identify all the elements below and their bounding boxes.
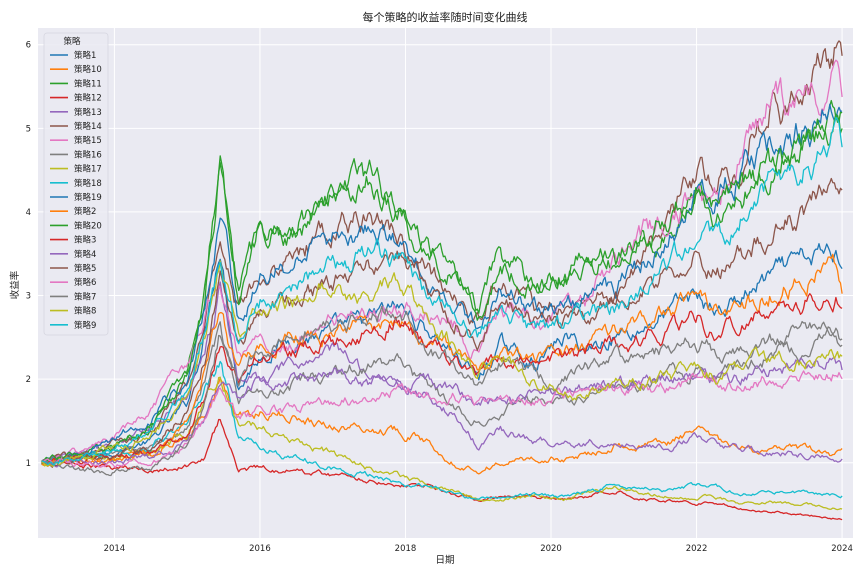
series-line-14	[41, 293, 843, 465]
legend-label: 策略7	[74, 291, 96, 302]
series-line-11	[41, 103, 843, 465]
y-tick-label: 3	[26, 292, 31, 302]
series-line-4	[41, 418, 843, 521]
legend-label: 策略2	[74, 206, 96, 217]
legend-label: 策略8	[74, 306, 96, 317]
x-tick-label: 2022	[686, 544, 708, 554]
x-tick-label: 2016	[249, 544, 271, 554]
series-line-9	[41, 376, 843, 511]
legend-label: 策略15	[74, 135, 102, 146]
series-line-18	[41, 305, 843, 477]
chart-title: 每个策略的收益率随时间变化曲线	[363, 10, 528, 24]
legend-label: 策略9	[74, 320, 96, 331]
series-line-3	[41, 99, 843, 463]
legend-label: 策略6	[74, 277, 96, 288]
series-line-1	[41, 243, 843, 463]
y-tick-label: 1	[26, 459, 31, 469]
x-axis-label: 日期	[435, 555, 454, 566]
legend-label: 策略5	[74, 263, 96, 274]
legend-label: 策略12	[74, 93, 102, 104]
legend-box	[43, 32, 109, 336]
y-axis-label: 收益率	[9, 270, 21, 299]
series-line-6	[41, 40, 843, 462]
x-tick-label: 2018	[395, 544, 417, 554]
legend-label: 策略14	[74, 121, 102, 132]
legend-label: 策略1	[74, 50, 96, 61]
legend-title: 策略	[63, 36, 81, 47]
series-line-20	[41, 116, 843, 466]
series-line-19	[41, 260, 843, 468]
legend-label: 策略16	[74, 149, 102, 160]
legend-label: 策略20	[74, 220, 102, 231]
series-line-13	[41, 113, 843, 464]
y-tick-label: 5	[26, 124, 31, 134]
y-tick-label: 4	[26, 208, 31, 218]
series-line-16	[41, 177, 843, 468]
legend-label: 策略10	[74, 64, 102, 75]
series-line-12	[41, 253, 843, 467]
legend-label: 策略19	[74, 192, 102, 203]
legend-label: 策略3	[74, 235, 96, 246]
legend-label: 策略11	[74, 78, 102, 89]
x-tick-label: 2014	[104, 544, 126, 554]
legend-label: 策略18	[74, 178, 102, 189]
legend-label: 策略17	[74, 164, 102, 175]
y-tick-label: 6	[26, 41, 31, 51]
y-tick-label: 2	[26, 375, 31, 385]
x-tick-label: 2020	[540, 544, 562, 554]
legend-label: 策略4	[74, 249, 96, 260]
legend-label: 策略13	[74, 107, 102, 118]
x-tick-label: 2024	[831, 544, 853, 554]
